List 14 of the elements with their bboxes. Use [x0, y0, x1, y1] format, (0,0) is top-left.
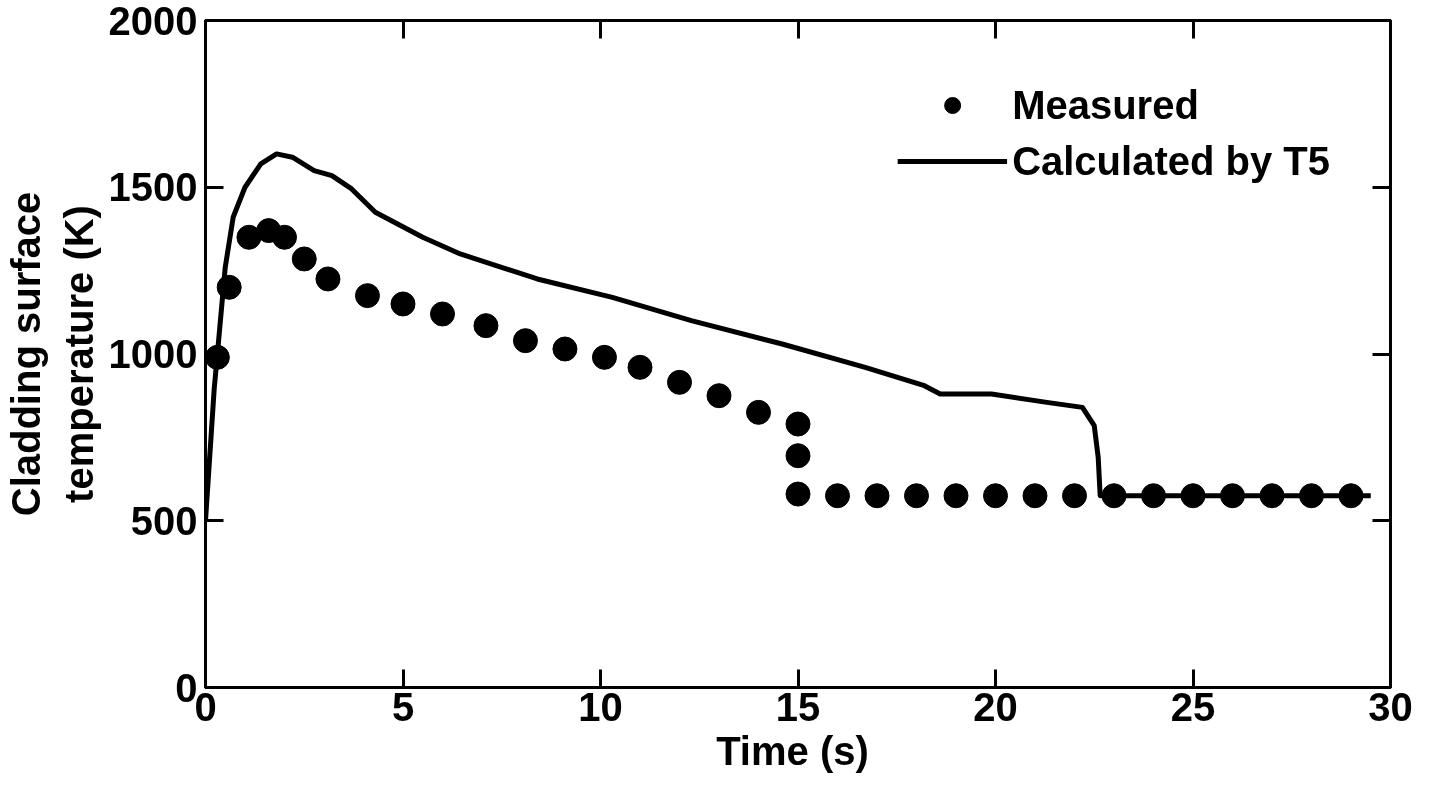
x-axis-title: Time (s): [716, 728, 869, 773]
x-tick-label: 30: [1368, 684, 1413, 729]
x-tick-label: 25: [1170, 684, 1216, 729]
x-tick-label: 15: [775, 684, 821, 729]
y-tick-label: 2000: [108, 0, 198, 43]
legend-label: Calculated by T5: [1012, 137, 1330, 185]
x-tick-label: 20: [973, 684, 1018, 729]
y-axis-title: Cladding surface temperature (K): [3, 191, 101, 517]
legend-label: Measured: [1012, 81, 1199, 129]
y-tick-label: 500: [130, 498, 198, 543]
x-tick-label: 5: [391, 684, 415, 729]
x-tick-label: 10: [578, 684, 623, 729]
y-tick-label: 1500: [108, 165, 198, 210]
y-tick-label: 1000: [108, 332, 198, 376]
